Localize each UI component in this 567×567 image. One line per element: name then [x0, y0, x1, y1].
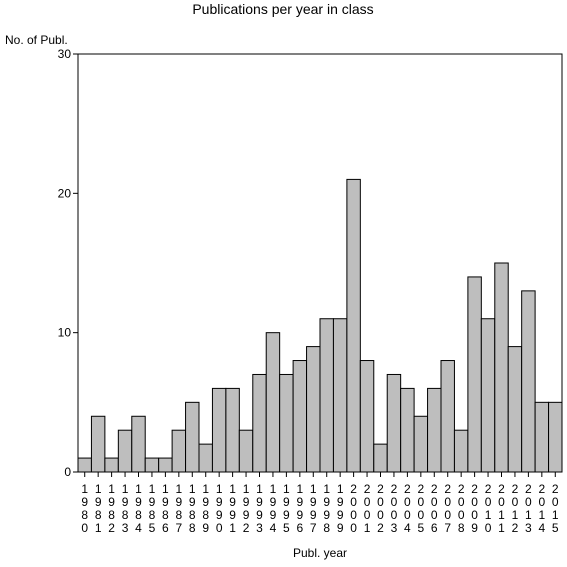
y-tick-label: 0: [64, 465, 71, 479]
x-ticks-group: 1 9 8 0 1 9 8 1 1 9 8 2 1 9 8 3 1 9 8 4 1 9 8 5 1 9 8 6 1 9 8 7 1 9 8 8 1 9 8 9…: [81, 472, 559, 535]
bar-2007: [440, 360, 455, 473]
bar-1993: [252, 373, 267, 473]
bar-1982: [104, 457, 119, 473]
chart-title: Publications per year in class: [192, 1, 373, 17]
bar-1988: [185, 401, 200, 473]
bar-1984: [131, 415, 146, 473]
bar-2012: [507, 346, 523, 473]
bar-2011: [494, 262, 509, 473]
bar-2006: [427, 387, 442, 473]
bars-group: [77, 178, 563, 473]
bar-1981: [90, 415, 106, 473]
y-axis-label: No. of Publ.: [5, 33, 68, 47]
bar-2003: [386, 373, 402, 473]
bar-1995: [279, 373, 294, 473]
bar-1983: [117, 429, 133, 473]
bar-2009: [467, 276, 482, 473]
bar-1980: [77, 457, 92, 473]
bar-1990: [211, 387, 227, 473]
bar-2010: [480, 318, 496, 473]
x-axis-label: Publ. year: [293, 546, 347, 560]
bar-2013: [521, 290, 536, 473]
bar-1994: [265, 332, 281, 473]
y-tick-label: 30: [58, 47, 72, 61]
bar-1998: [319, 318, 334, 473]
bar-2004: [400, 387, 415, 473]
bar-2015: [548, 401, 563, 473]
bar-1999: [332, 318, 348, 473]
bar-1987: [171, 429, 187, 473]
bar-2000: [346, 178, 361, 473]
bar-1996: [292, 360, 308, 473]
bar-2001: [359, 360, 375, 473]
bar-2008: [453, 429, 469, 473]
bar-2005: [413, 415, 429, 473]
bar-1986: [158, 457, 173, 473]
bar-1989: [198, 443, 213, 473]
y-tick-label: 20: [58, 186, 72, 200]
bar-1991: [225, 387, 240, 473]
bar-1997: [306, 346, 321, 473]
bar-1992: [238, 429, 254, 473]
plot-frame: [77, 53, 563, 473]
bar-2014: [534, 401, 550, 473]
y-ticks-group: 0 10 20 30: [58, 47, 78, 479]
bar-1985: [144, 457, 160, 473]
y-tick-label: 10: [58, 326, 72, 340]
bar-2002: [373, 443, 388, 473]
